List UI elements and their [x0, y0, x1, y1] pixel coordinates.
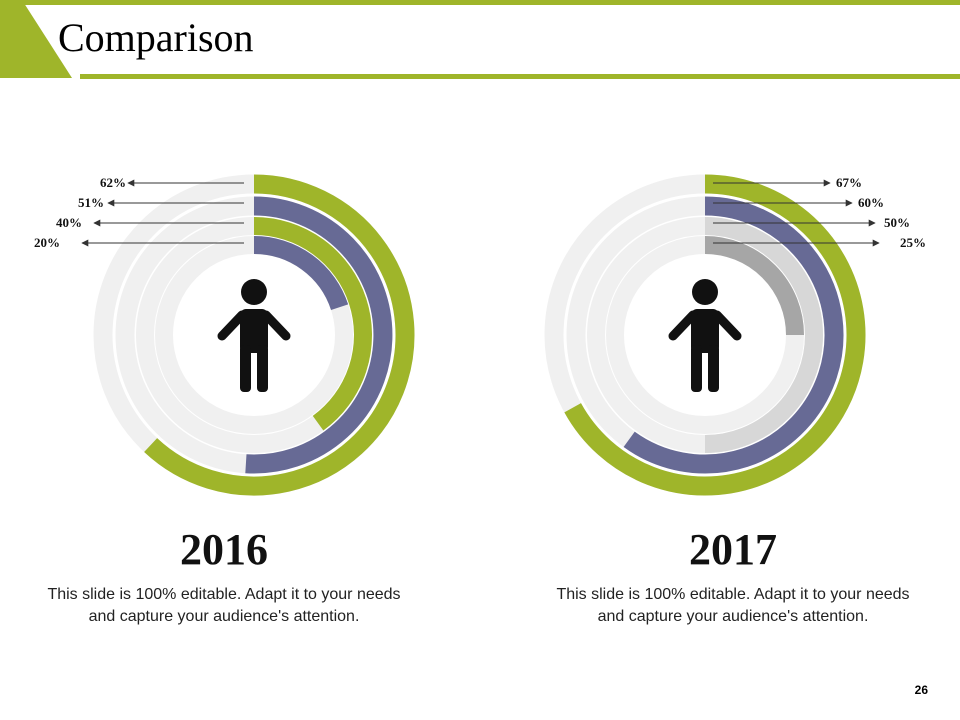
corner-triangle: [0, 0, 72, 78]
value-label-2017-60: 60%: [858, 195, 884, 210]
person-icon-2017: [668, 279, 742, 392]
ring-arc-2017-67: [564, 174, 866, 496]
description-2017: This slide is 100% editable. Adapt it to…: [556, 586, 910, 625]
value-label-2016-62: 62%: [100, 175, 126, 190]
person-icon-2016: [217, 279, 291, 392]
ring-arc-2017-60: [623, 196, 844, 474]
slide-title: Comparison: [58, 15, 254, 60]
description-2016: This slide is 100% editable. Adapt it to…: [47, 586, 401, 625]
year-label-2017: 2017: [689, 525, 777, 574]
value-label-2016-51: 51%: [78, 195, 104, 210]
ring-arc-2016-51: [245, 196, 393, 474]
ring-arc-2016-20: [253, 236, 349, 311]
year-label-2016: 2016: [180, 525, 268, 574]
ring-arc-2017-50: [704, 217, 823, 453]
value-label-2016-20: 20%: [34, 235, 60, 250]
ring-arc-2016-62: [144, 174, 415, 496]
value-label-2016-40: 40%: [56, 215, 82, 230]
value-label-2017-50: 50%: [884, 215, 910, 230]
top-accent-bar: [0, 0, 960, 5]
title-underline: [80, 74, 960, 79]
page-number: 26: [914, 683, 928, 697]
ring-arc-2017-25: [704, 236, 804, 336]
value-label-2017-67: 67%: [836, 175, 862, 190]
ring-arc-2016-40: [253, 217, 372, 431]
value-label-2017-25: 25%: [900, 235, 926, 250]
